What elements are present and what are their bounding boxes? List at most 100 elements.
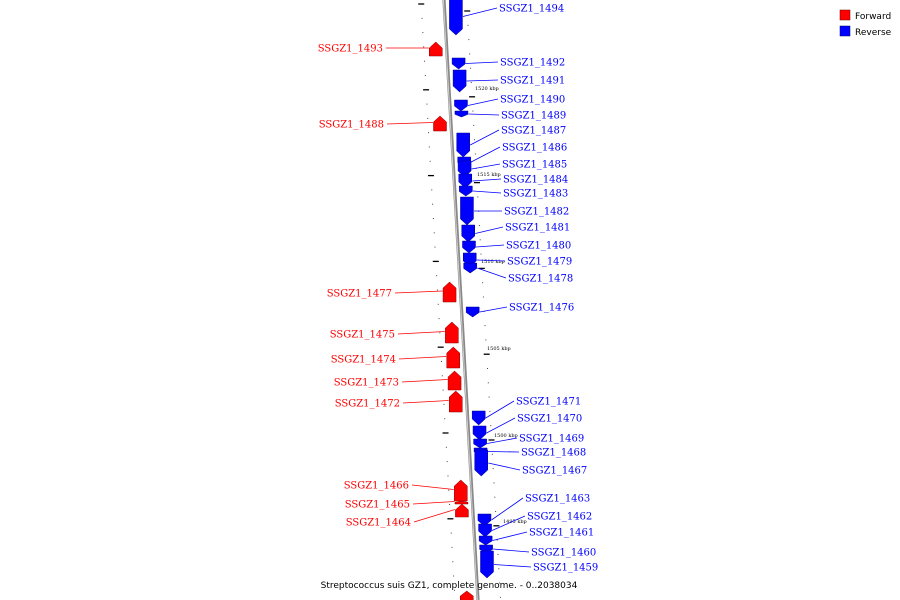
gene-arrow-ssgz1-1493[interactable] — [429, 41, 443, 57]
gene-arrow-ssgz1-1481[interactable] — [461, 224, 475, 243]
gene-arrow-ssgz1-1482[interactable] — [460, 196, 474, 226]
leader-line — [470, 146, 501, 163]
gene-label: SSGZ1_1463 — [525, 494, 590, 505]
gene-track — [429, 0, 494, 600]
gene-arrow-ssgz1-1471[interactable] — [471, 410, 486, 426]
gene-labels: SSGZ1_1494 SSGZ1_1493 SSGZ1_1492 SSGZ1_1491… — [318, 4, 599, 574]
leader-line — [493, 548, 530, 553]
gene-label: SSGZ1_1469 — [519, 434, 584, 445]
gene-arrow-ssgz1-1487[interactable] — [456, 132, 470, 158]
genome-caption: Streptococcus suis GZ1, complete genome.… — [321, 581, 578, 591]
gene-label: SSGZ1_1494 — [499, 4, 564, 15]
leader-line — [487, 451, 520, 453]
leader-line — [466, 79, 499, 82]
gene-arrow-ssgz1-1492[interactable] — [451, 57, 466, 70]
gene-label: SSGZ1_1459 — [533, 563, 598, 574]
gene-label: SSGZ1_1473 — [334, 378, 399, 389]
leader-line — [467, 98, 499, 106]
scale-label: 1520 kbp — [475, 86, 499, 92]
gene-arrow-ssgz1-1489[interactable] — [454, 110, 469, 118]
gene-arrow-ssgz1-1464[interactable] — [455, 503, 469, 518]
leader-line — [413, 509, 456, 523]
gene-label: SSGZ1_1486 — [502, 143, 567, 154]
gene-arrow-ssgz1-1478[interactable] — [463, 262, 477, 274]
leader-line — [486, 417, 516, 434]
gene-arrow-ssgz1-1466[interactable] — [454, 479, 468, 502]
legend: Forward Reverse — [839, 9, 892, 38]
gene-label: SSGZ1_1491 — [500, 76, 565, 87]
gene-arrow-ssgz1-1490[interactable] — [454, 99, 468, 112]
gene-label: SSGZ1_1480 — [506, 241, 571, 252]
leader-line — [479, 306, 508, 313]
gene-label: SSGZ1_1467 — [522, 466, 587, 477]
scale-label: 1505 kbp — [487, 346, 511, 352]
gene-arrow-ssgz1-1461[interactable] — [478, 535, 493, 546]
scale-label: 1500 kbp — [494, 433, 518, 439]
gene-label: SSGZ1_1465 — [345, 500, 410, 511]
gene-arrow-ssgz1-1476[interactable] — [465, 306, 480, 318]
gene-label: SSGZ1_1488 — [319, 120, 384, 131]
gene-arrow-ssgz1-1472[interactable] — [449, 390, 463, 413]
gene-arrow-ssgz1-1491[interactable] — [452, 69, 467, 93]
gene-label: SSGZ1_1474 — [331, 355, 396, 366]
scale-label: 1515 kbp — [477, 172, 501, 178]
leader-line — [397, 331, 445, 335]
gene-arrow-partial[interactable] — [460, 590, 474, 600]
leader-line — [394, 290, 443, 294]
gene-label: SSGZ1_1484 — [503, 175, 568, 186]
gene-label: SSGZ1_1462 — [527, 512, 592, 523]
gene-arrow-ssgz1-1465[interactable] — [454, 500, 469, 505]
gene-label: SSGZ1_1472 — [335, 399, 400, 410]
gene-arrow-ssgz1-1470[interactable] — [472, 425, 487, 441]
gene-label: SSGZ1_1483 — [503, 189, 568, 200]
leader-line — [493, 564, 532, 568]
gene-label: SSGZ1_1476 — [509, 303, 574, 314]
gene-label: SSGZ1_1466 — [344, 481, 409, 492]
gene-arrow-ssgz1-1462[interactable] — [478, 523, 492, 538]
gene-label: SSGZ1_1481 — [505, 223, 570, 234]
leader-line — [472, 190, 502, 194]
gene-label: SSGZ1_1487 — [501, 126, 566, 137]
gene-arrow-ssgz1-1494[interactable] — [449, 0, 463, 36]
gene-arrow-ssgz1-1475[interactable] — [445, 321, 459, 344]
genome-backbone-highlight — [442, 0, 478, 600]
gene-label: SSGZ1_1489 — [501, 111, 566, 122]
leader-line — [470, 129, 500, 146]
leader-line — [475, 226, 504, 234]
label-leader-lines — [386, 7, 532, 568]
gene-arrow-ssgz1-1467[interactable] — [474, 449, 488, 477]
scale-label: 1495 kbp — [503, 519, 527, 525]
leader-line — [476, 259, 506, 262]
gene-label: SSGZ1_1464 — [346, 518, 411, 529]
gene-label: SSGZ1_1482 — [504, 207, 569, 218]
gene-label: SSGZ1_1470 — [517, 414, 582, 425]
leader-line — [468, 113, 500, 116]
genome-backbone-line — [442, 0, 480, 600]
gene-arrow-ssgz1-1488[interactable] — [433, 115, 447, 132]
gene-label: SSGZ1_1460 — [531, 548, 596, 559]
gene-arrow-ssgz1-1473[interactable] — [447, 370, 462, 391]
leader-line — [411, 484, 454, 490]
gene-arrow-ssgz1-1474[interactable] — [446, 346, 461, 369]
gene-arrow-ssgz1-1477[interactable] — [442, 281, 457, 303]
gene-arrow-ssgz1-1463[interactable] — [477, 513, 492, 527]
leader-line — [491, 497, 524, 521]
leader-line — [491, 515, 526, 531]
legend-forward-label: Forward — [855, 12, 891, 22]
leader-line — [398, 356, 447, 360]
gene-arrow-ssgz1-1480[interactable] — [462, 240, 476, 254]
gene-arrow-ssgz1-1483[interactable] — [459, 185, 473, 197]
gene-label: SSGZ1_1493 — [318, 44, 383, 55]
gene-arrow-ssgz1-1469[interactable] — [473, 438, 487, 449]
leader-line — [488, 462, 521, 471]
gene-arrow-ssgz1-1459[interactable] — [480, 550, 494, 579]
gene-label: SSGZ1_1475 — [330, 330, 395, 341]
gene-label: SSGZ1_1477 — [327, 289, 392, 300]
gene-arrow-ssgz1-1484[interactable] — [458, 173, 473, 189]
gene-label: SSGZ1_1490 — [500, 95, 565, 106]
leader-line — [402, 400, 449, 404]
gene-label: SSGZ1_1478 — [508, 274, 573, 285]
leader-line — [472, 178, 502, 182]
scale-label: 1510 kbp — [481, 259, 505, 265]
